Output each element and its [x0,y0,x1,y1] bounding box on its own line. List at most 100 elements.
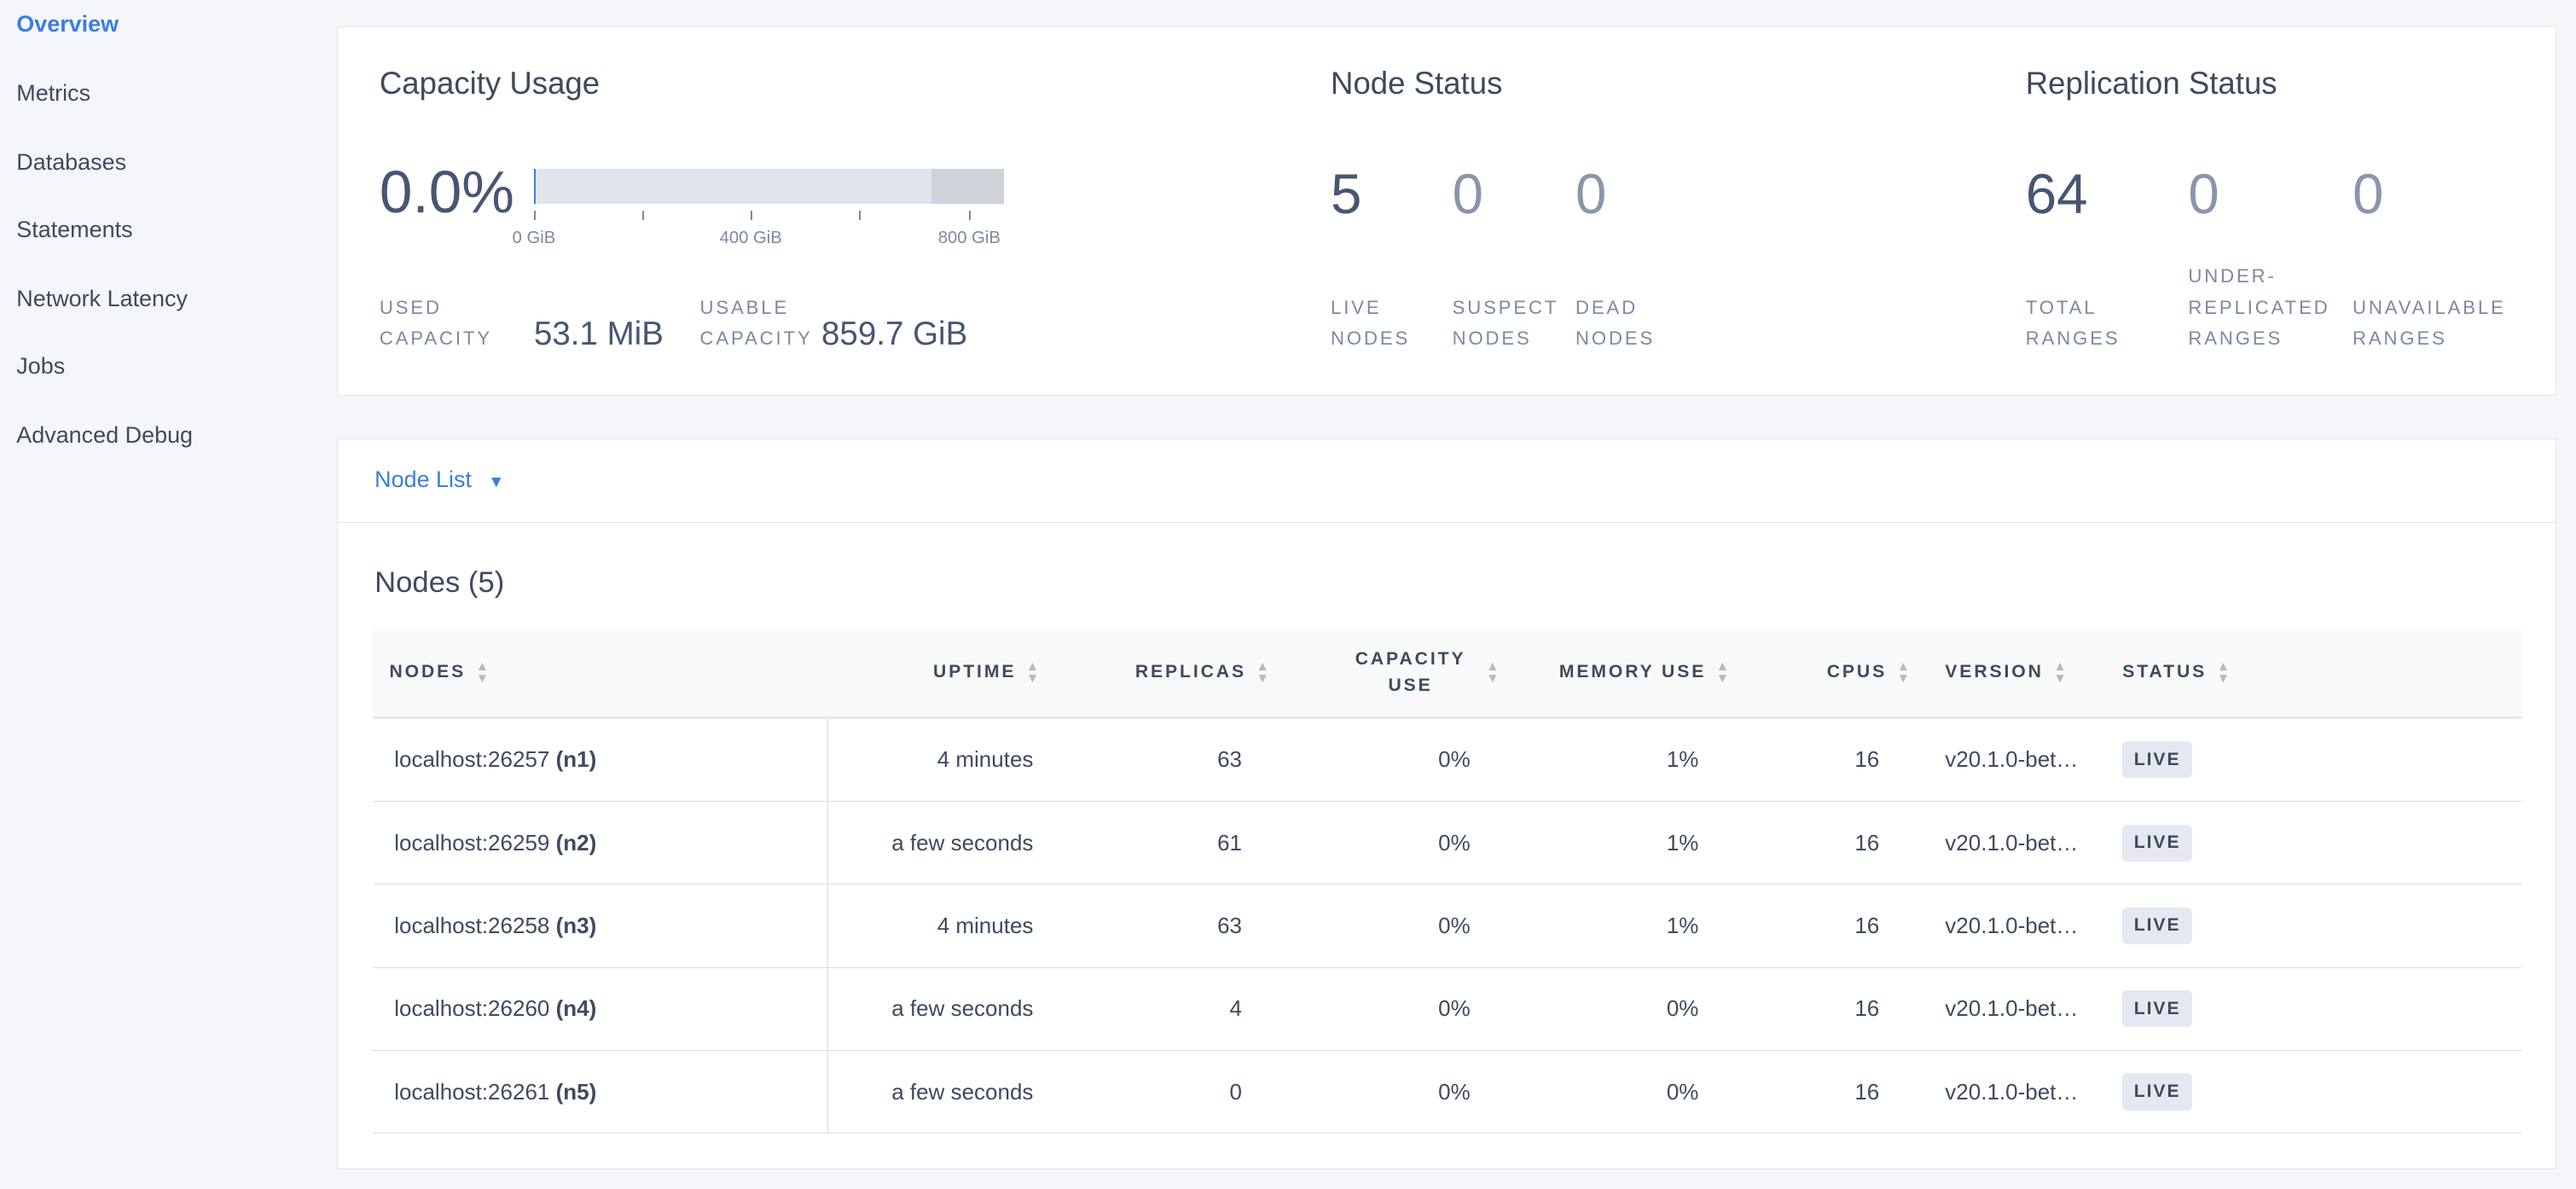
uptime-cell: a few seconds [827,801,1045,885]
sidebar-item-metrics[interactable]: Metrics [16,80,91,107]
label-line: NODES [1331,328,1411,350]
capacity-cell: 0% [1271,967,1502,1051]
memory-cell: 0% [1501,1050,1732,1134]
uptime-cell: a few seconds [827,1050,1045,1134]
tick [642,210,644,221]
status-badge: LIVE [2122,1073,2192,1111]
replication-status-title: Replication Status [2025,66,2277,102]
status-badge: LIVE [2122,990,2192,1028]
node-id: (n1) [555,746,597,773]
cpus-cell: 16 [1731,1050,1912,1134]
dead-nodes-count: 0 [1575,162,1607,225]
tick [533,210,536,221]
under-replicated-count: 0 [2188,162,2219,225]
col-memory-use[interactable]: MEMORY USE ▲ ▼ [1501,629,1732,719]
capacity-cell: 0% [1271,884,1502,968]
tick [859,210,862,221]
col-uptime[interactable]: UPTIME ▲ ▼ [827,629,1045,719]
status-cell: LIVE [2101,717,2522,803]
node-id: (n4) [555,995,597,1022]
total-ranges-count: 64 [2025,162,2088,225]
sidebar-item-jobs[interactable]: Jobs [16,353,66,380]
memory-cell: 0% [1501,967,1732,1051]
table-row: localhost:26260 (n4) a few seconds 4 0% 0% 16… [373,967,2522,1051]
col-status[interactable]: STATUS ▲ ▼ [2101,629,2522,719]
sidebar-item-network-latency[interactable]: Network Latency [16,286,188,312]
status-badge: LIVE [2122,824,2192,861]
col-label: MEMORY USE [1558,662,1707,682]
live-nodes-label: LIVE NODES [1331,293,1410,355]
unavailable-label: UNAVAILABLE RANGES [2353,261,2506,355]
used-capacity-value: 53.1 MiB [533,315,664,352]
node-cell[interactable]: localhost:26257 (n1) [373,717,829,803]
table-row: localhost:26259 (n2) a few seconds 61 0% 1% 1… [373,801,2522,885]
unavailable-count: 0 [2353,162,2384,225]
sort-icon: ▲ ▼ [1256,659,1272,686]
label-line: RANGES [2025,328,2121,350]
node-address: localhost:26258 [394,912,550,938]
node-id: (n2) [555,829,597,856]
used-capacity-label: USED CAPACITY [380,293,492,355]
node-address: localhost:26261 [394,1078,550,1105]
tick-label: 800 GiB [937,228,1001,247]
capacity-bar [533,169,1004,204]
version-cell: v20.1.0-bet… [1912,717,2102,803]
node-address: localhost:26260 [394,995,550,1022]
label-line: UNDER- [2188,265,2277,287]
status-badge: LIVE [2122,741,2192,779]
table-row: localhost:26258 (n3) 4 minutes 63 0% 1% 16 v20… [373,884,2522,968]
tick [751,210,753,221]
table-row: localhost:26261 (n5) a few seconds 0 0% 0% 16… [373,1050,2522,1134]
sidebar-item-databases[interactable]: Databases [16,149,127,176]
col-label: CPUS [1826,662,1888,682]
cpus-cell: 16 [1731,967,1912,1051]
col-label: NODES [389,662,467,682]
sort-icon: ▲ ▼ [1486,659,1502,686]
node-cell[interactable]: localhost:26260 (n4) [373,967,829,1051]
replicas-cell: 4 [1044,967,1272,1051]
node-cell[interactable]: localhost:26261 (n5) [373,1050,829,1134]
live-nodes-count: 5 [1331,162,1362,225]
sort-icon: ▲ ▼ [2053,659,2069,686]
under-replicated-label: UNDER- REPLICATED RANGES [2188,261,2329,355]
col-label: STATUS [2122,662,2208,682]
uptime-cell: 4 minutes [827,717,1045,803]
suspect-nodes-count: 0 [1452,162,1483,225]
status-cell: LIVE [2101,967,2522,1051]
label-line: DEAD [1575,296,1639,318]
col-nodes[interactable]: NODES ▲ ▼ [373,629,828,719]
sidebar-item-advanced-debug[interactable]: Advanced Debug [16,421,194,448]
sort-icon: ▲ ▼ [475,659,491,686]
version-cell: v20.1.0-bet… [1912,884,2102,968]
node-list-dropdown[interactable]: Node List ▼ [374,467,504,493]
replicas-cell: 0 [1044,1050,1272,1134]
label-line: RANGES [2188,328,2283,350]
usable-capacity-value: 859.7 GiB [821,315,968,352]
label-line [2353,261,2506,293]
label-line: CAPACITY [699,328,813,350]
memory-cell: 1% [1501,717,1732,803]
status-cell: LIVE [2101,801,2522,885]
sidebar-item-statements[interactable]: Statements [16,217,133,243]
replicas-cell: 61 [1044,801,1272,885]
node-cell[interactable]: localhost:26258 (n3) [373,884,829,968]
total-ranges-label: TOTAL RANGES [2026,261,2121,355]
label-line: USED [379,296,442,318]
node-address: localhost:26259 [394,829,550,856]
capacity-usage-title: Capacity Usage [379,66,600,102]
col-version[interactable]: VERSION ▲ ▼ [1912,629,2102,719]
replicas-cell: 63 [1044,717,1272,803]
status-cell: LIVE [2101,1050,2522,1134]
node-cell[interactable]: localhost:26259 (n2) [373,801,829,885]
version-cell: v20.1.0-bet… [1912,801,2102,885]
col-cpus[interactable]: CPUS ▲ ▼ [1731,629,1912,719]
uptime-cell: a few seconds [827,967,1045,1051]
col-replicas[interactable]: REPLICAS ▲ ▼ [1044,629,1272,719]
suspect-nodes-label: SUSPECT NODES [1453,293,1559,355]
table-row: localhost:26257 (n1) 4 minutes 63 0% 1% 16 v20… [373,717,2522,803]
node-id: (n3) [555,912,597,938]
sidebar-item-overview[interactable]: Overview [16,11,119,38]
col-label: UPTIME [933,662,1017,682]
col-capacity-use[interactable]: CAPACITY USE ▲ ▼ [1271,629,1502,719]
caret-down-icon: ▼ [488,473,505,491]
